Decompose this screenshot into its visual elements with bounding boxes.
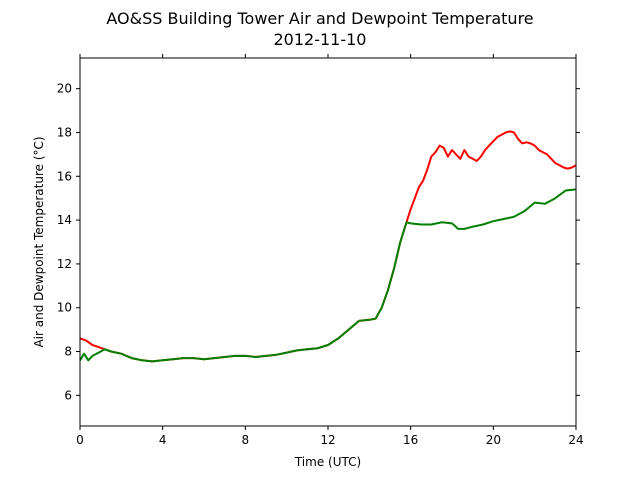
y-tick-label: 12 [57, 257, 72, 271]
x-tick-label: 4 [159, 433, 167, 447]
x-tick-label: 12 [320, 433, 335, 447]
y-tick-label: 6 [64, 388, 72, 402]
x-tick-label: 8 [242, 433, 250, 447]
x-axis: 0 4 8 12 16 20 24 [76, 54, 584, 447]
chart-title: AO&SS Building Tower Air and Dewpoint Te… [106, 9, 533, 28]
y-tick-label: 8 [64, 345, 72, 359]
y-tick-label: 20 [57, 82, 72, 96]
y-tick-label: 10 [57, 301, 72, 315]
x-axis-label: Time (UTC) [294, 455, 361, 469]
x-tick-label: 20 [486, 433, 501, 447]
y-tick-label: 18 [57, 125, 72, 139]
chart-subtitle: 2012-11-10 [274, 30, 367, 49]
y-axis: 6 8 10 12 14 16 18 20 [57, 82, 580, 402]
series-line-2 [79, 188, 577, 363]
x-tick-label: 24 [568, 433, 583, 447]
series-line-1 [79, 130, 577, 363]
x-tick-label: 0 [76, 433, 84, 447]
plot-area [79, 130, 577, 363]
x-tick-label: 16 [403, 433, 418, 447]
y-axis-label: Air and Dewpoint Temperature (°C) [32, 136, 46, 347]
y-tick-label: 14 [57, 213, 72, 227]
y-tick-label: 16 [57, 169, 72, 183]
axes-frame [79, 57, 577, 427]
